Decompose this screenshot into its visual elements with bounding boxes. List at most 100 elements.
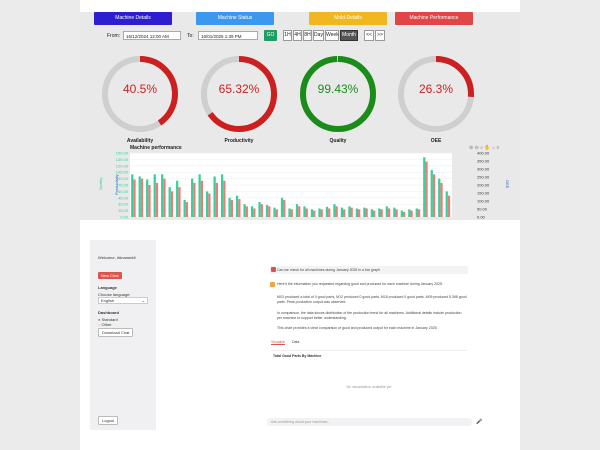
bar-series-1[interactable]: [290, 209, 293, 217]
bar-series-0[interactable]: [176, 180, 179, 217]
bar-series-0[interactable]: [250, 206, 254, 217]
zoom-out-icon[interactable]: ⊖: [474, 145, 479, 151]
bar-series-1[interactable]: [350, 207, 353, 217]
bar-series-1[interactable]: [440, 182, 443, 217]
tab-mold-details[interactable]: Mold Details: [309, 12, 387, 25]
bar-series-1[interactable]: [133, 179, 136, 217]
bar-series-0[interactable]: [191, 178, 194, 217]
bar-series-1[interactable]: [170, 191, 174, 217]
bar-series-0[interactable]: [400, 210, 403, 217]
bar-series-1[interactable]: [193, 182, 196, 217]
menu-icon[interactable]: ≡: [496, 145, 500, 151]
bar-series-1[interactable]: [245, 206, 248, 217]
bar-series-1[interactable]: [447, 195, 451, 217]
bar-series-0[interactable]: [318, 208, 321, 217]
bar-series-1[interactable]: [425, 161, 428, 217]
bar-series-0[interactable]: [340, 207, 344, 217]
bar-series-0[interactable]: [243, 204, 246, 217]
bar-series-1[interactable]: [305, 208, 308, 217]
bar-series-1[interactable]: [140, 178, 144, 217]
language-select[interactable]: English ⌄: [98, 297, 148, 304]
bar-series-0[interactable]: [408, 209, 411, 217]
bar-series-1[interactable]: [148, 185, 151, 217]
bar-series-1[interactable]: [402, 211, 406, 217]
new-chat-button[interactable]: New Chat: [98, 272, 122, 279]
range-1h-button[interactable]: 1H: [283, 30, 292, 41]
bar-series-0[interactable]: [213, 176, 216, 217]
bar-series-0[interactable]: [258, 202, 261, 217]
range-month-button[interactable]: Month: [340, 30, 358, 41]
zoom-select-icon[interactable]: ⌕: [480, 145, 483, 151]
bar-series-0[interactable]: [430, 170, 433, 217]
bar-series-1[interactable]: [185, 202, 189, 217]
bar-series-1[interactable]: [260, 204, 263, 217]
range-day-button[interactable]: Day: [313, 30, 324, 41]
bar-series-0[interactable]: [131, 174, 134, 217]
bar-series-0[interactable]: [273, 207, 276, 217]
bar-series-0[interactable]: [385, 206, 388, 217]
bar-series-0[interactable]: [228, 197, 231, 217]
to-date-input[interactable]: 16/01/2025 1:39 PM: [198, 31, 258, 40]
bar-series-0[interactable]: [280, 197, 284, 217]
chart-toolbar[interactable]: ⊕ ⊖ ⌕ ✋ ⌂ ≡: [469, 145, 499, 151]
bar-series-1[interactable]: [283, 199, 286, 217]
bar-series-1[interactable]: [155, 182, 159, 217]
chat-input[interactable]: Ask something about your machines...: [267, 418, 472, 426]
bar-series-0[interactable]: [348, 206, 351, 217]
bar-series-0[interactable]: [183, 199, 186, 217]
bar-series-1[interactable]: [215, 182, 218, 217]
bar-series-0[interactable]: [220, 174, 224, 217]
bar-series-0[interactable]: [310, 209, 314, 217]
from-date-input[interactable]: 16/12/2024 12:00 AM: [123, 31, 181, 40]
bar-series-1[interactable]: [372, 210, 376, 217]
bar-series-1[interactable]: [313, 210, 316, 217]
bar-series-1[interactable]: [387, 208, 391, 217]
tab-machine-status[interactable]: Machine Status: [196, 12, 274, 25]
bar-series-1[interactable]: [328, 208, 331, 217]
bar-series-0[interactable]: [168, 187, 171, 217]
bar-series-0[interactable]: [415, 208, 418, 217]
zoom-in-icon[interactable]: ⊕: [469, 145, 474, 151]
bar-series-1[interactable]: [238, 199, 241, 217]
pan-icon[interactable]: ✋: [484, 145, 491, 151]
bar-series-1[interactable]: [417, 209, 421, 217]
bar-series-0[interactable]: [378, 208, 381, 217]
range-8h-button[interactable]: 8H: [303, 30, 312, 41]
bar-series-1[interactable]: [395, 209, 398, 217]
bar-series-0[interactable]: [138, 176, 141, 217]
bar-series-0[interactable]: [198, 174, 201, 217]
bar-series-1[interactable]: [365, 208, 368, 217]
bar-series-0[interactable]: [161, 174, 164, 217]
bar-series-0[interactable]: [295, 204, 299, 217]
bar-series-0[interactable]: [363, 207, 366, 217]
bar-series-1[interactable]: [230, 199, 233, 217]
bar-series-1[interactable]: [335, 206, 338, 217]
bar-series-0[interactable]: [288, 208, 291, 217]
download-chat-button[interactable]: Download Chat: [98, 328, 134, 337]
bar-series-1[interactable]: [380, 209, 383, 217]
bar-series-1[interactable]: [358, 209, 361, 217]
radio-other[interactable]: ○ Other: [98, 322, 112, 327]
bar-series-0[interactable]: [265, 205, 269, 217]
bar-series-1[interactable]: [268, 206, 271, 217]
bar-series-0[interactable]: [393, 207, 396, 217]
bar-series-0[interactable]: [445, 191, 448, 217]
range-week-button[interactable]: Week: [325, 30, 339, 41]
tab-machine-details[interactable]: Machine Details: [94, 12, 172, 25]
bar-series-0[interactable]: [153, 174, 156, 217]
range-4h-button[interactable]: 4H: [293, 30, 302, 41]
tab-machine-performance[interactable]: Machine Performance: [395, 12, 473, 25]
tab-visualize[interactable]: Visualize: [271, 340, 285, 345]
bar-series-0[interactable]: [370, 209, 373, 217]
home-icon[interactable]: ⌂: [492, 145, 496, 151]
bar-series-1[interactable]: [343, 209, 346, 217]
bar-series-0[interactable]: [423, 157, 426, 217]
bar-series-0[interactable]: [303, 206, 306, 217]
bar-series-1[interactable]: [253, 208, 256, 217]
bar-series-1[interactable]: [178, 187, 181, 217]
bar-series-0[interactable]: [325, 206, 329, 217]
bar-series-0[interactable]: [235, 195, 239, 217]
bar-series-1[interactable]: [208, 193, 211, 217]
bar-series-1[interactable]: [432, 174, 436, 217]
bar-series-1[interactable]: [223, 180, 226, 217]
